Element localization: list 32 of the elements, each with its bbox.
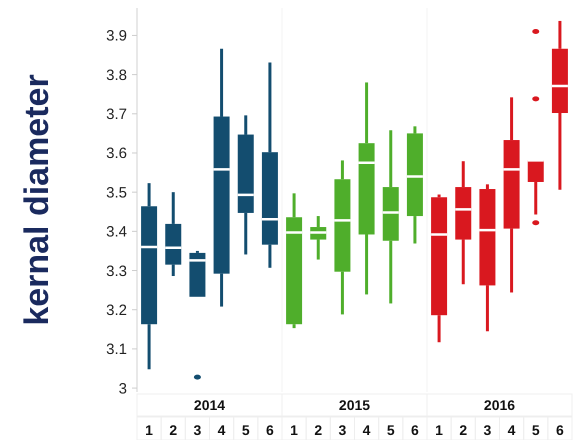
x-tick-label: 4 — [362, 422, 371, 438]
x-tick-label: 2 — [314, 422, 322, 438]
y-tick-label: 3.2 — [106, 302, 127, 319]
x-tick-label: 2 — [169, 422, 178, 438]
y-tick-label: 3.7 — [106, 106, 127, 124]
x-tick-label: 3 — [484, 422, 492, 438]
x-tick-label: 4 — [218, 422, 226, 438]
x-tick-label: 6 — [411, 422, 420, 438]
x-tick-label: 3 — [194, 422, 202, 438]
y-tick-label: 3.5 — [106, 184, 127, 202]
x-tick-label: 2 — [459, 422, 468, 438]
y-axis-title: kernal diameter — [18, 74, 56, 326]
x-tick-label: 1 — [290, 422, 298, 438]
y-tick-label: 3.9 — [106, 28, 127, 45]
y-tick-label: 3.6 — [106, 145, 127, 162]
x-tick-label: 1 — [435, 422, 444, 438]
y-tick-label: 3.8 — [106, 66, 127, 84]
y-tick-label: 3.4 — [106, 224, 127, 241]
x-axis-title: 2016 — [484, 397, 516, 413]
y-tick-label: 3.1 — [106, 341, 127, 358]
x-tick-label: 6 — [556, 422, 564, 438]
x-tick-label: 5 — [532, 422, 540, 438]
x-axis-title: 2015 — [338, 397, 370, 413]
x-tick-label: 5 — [242, 422, 250, 438]
x-tick-label: 6 — [266, 422, 274, 438]
x-tick-label: 5 — [386, 422, 395, 438]
y-tick-label: 3.3 — [106, 262, 127, 280]
x-tick-label: 4 — [508, 422, 516, 438]
x-tick-label: 1 — [145, 422, 154, 438]
x-axis-title: 2014 — [194, 397, 226, 413]
y-tick-label: 3 — [118, 380, 127, 398]
x-tick-label: 3 — [338, 422, 347, 438]
